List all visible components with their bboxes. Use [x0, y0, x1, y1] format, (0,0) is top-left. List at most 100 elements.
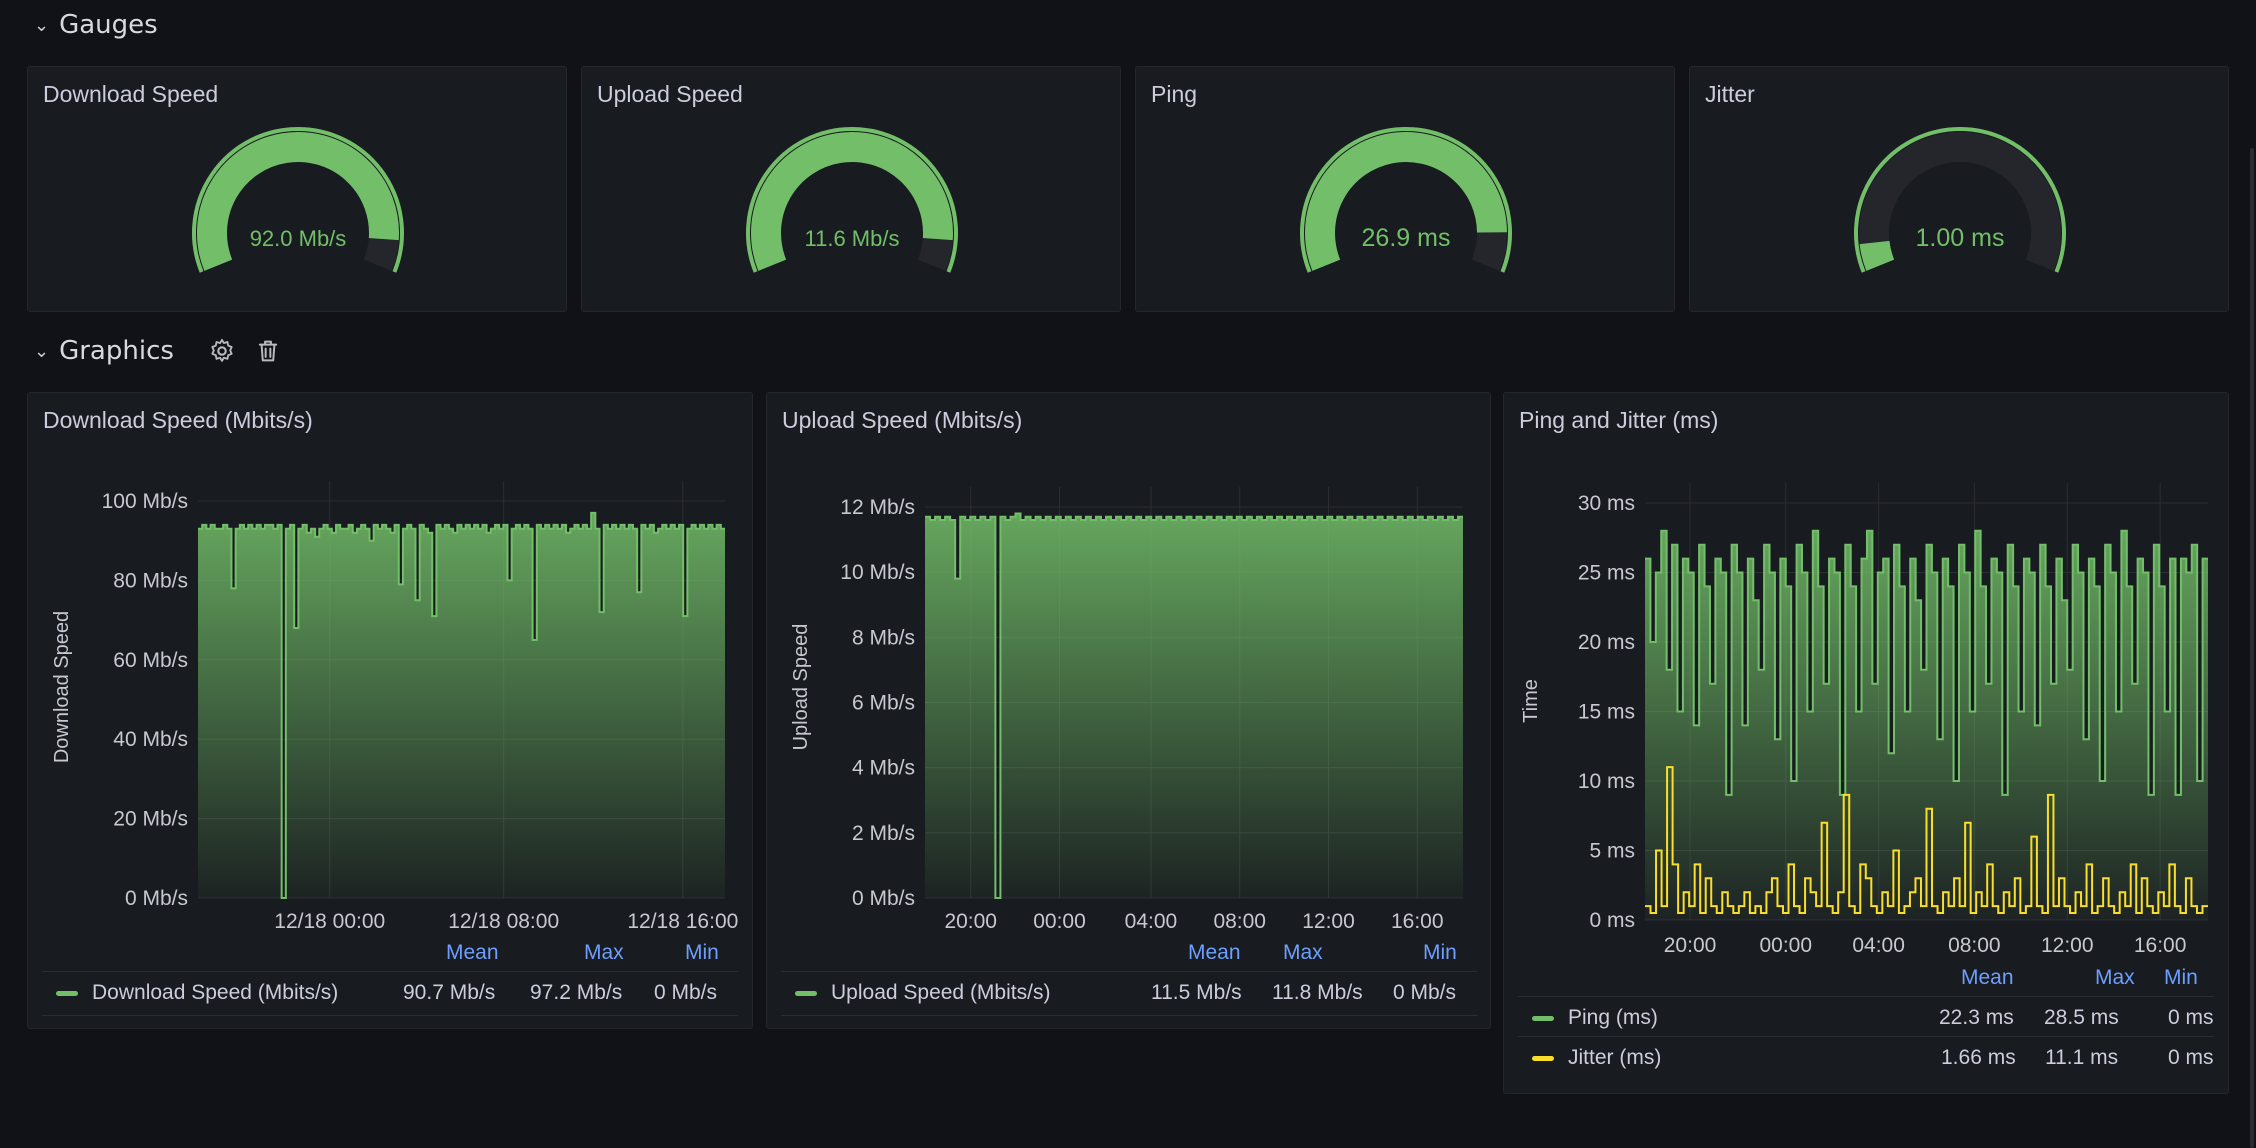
series-line [1645, 766, 2208, 915]
legend-header-min[interactable]: Min [1423, 941, 1457, 964]
gauge-value: 1.00 ms [1916, 224, 2005, 252]
legend-divider [1518, 1036, 2214, 1037]
y-tick-label: 10 Mb/s [840, 561, 915, 584]
gauge: 1.00 ms [1854, 127, 2066, 273]
series-line [1645, 529, 2208, 796]
legend-header-mean[interactable]: Mean [446, 941, 499, 964]
series-swatch [1532, 1055, 1554, 1061]
y-tick-label: 8 Mb/s [852, 626, 915, 649]
gauge-threshold-arc [192, 127, 404, 273]
legend-min-value: 0 ms [2168, 1006, 2214, 1029]
scrollbar[interactable] [2250, 148, 2254, 1148]
series-swatch [1532, 1015, 1554, 1021]
legend-item[interactable]: Download Speed (Mbits/s) [56, 981, 338, 1005]
x-tick-label: 20:00 [1664, 934, 1717, 957]
legend: Mean Max Min Download Speed (Mbits/s) 90… [28, 393, 754, 1030]
legend-divider [781, 971, 1477, 972]
gauge-panel-ping[interactable]: Ping 26.9 ms [1135, 66, 1675, 312]
gauge-track [1859, 132, 2061, 271]
legend-header-min[interactable]: Min [2164, 966, 2198, 989]
chart-panel-upload[interactable]: Upload Speed (Mbits/s) 0 Mb/s 2 Mb/s 4 Mb/… [766, 392, 1491, 1029]
legend-divider [42, 1015, 738, 1016]
panel-title: Ping [1151, 81, 1198, 107]
gear-icon[interactable] [208, 337, 236, 365]
x-tick-label: 08:00 [1948, 934, 2001, 957]
trash-icon[interactable] [254, 337, 282, 365]
legend-header-max[interactable]: Max [1283, 941, 1323, 964]
x-tick-label: 12/18 00:00 [274, 910, 385, 933]
gauge-threshold-arc [1854, 127, 2066, 273]
y-tick-label: 2 Mb/s [852, 822, 915, 845]
row-header-graphics[interactable]: ⌄ Graphics [34, 336, 282, 366]
chevron-down-icon: ⌄ [34, 14, 50, 36]
legend-mean-value: 22.3 ms [1939, 1006, 2014, 1029]
gauge-value-arc [751, 132, 953, 271]
download-chart: 0 Mb/s 20 Mb/s 40 Mb/s 60 Mb/s 80 Mb/s 100 Mb… [51, 481, 738, 933]
y-tick-label: 100 Mb/s [102, 490, 188, 513]
y-tick-label: 0 Mb/s [852, 887, 915, 910]
y-tick-label: 12 Mb/s [840, 496, 915, 519]
gauge: 92.0 Mb/s [192, 127, 404, 273]
row-title: Gauges [59, 10, 158, 40]
legend-mean-value: 90.7 Mb/s [403, 981, 496, 1004]
gauge-panel-jitter[interactable]: Jitter 1.00 ms [1689, 66, 2229, 312]
ping-jitter-chart: 0 ms 5 ms 10 ms 15 ms 20 ms 25 ms 30 ms 20:00 00… [1520, 483, 2208, 957]
panel-title: Download Speed (Mbits/s) [43, 407, 313, 433]
y-tick-label: 20 ms [1578, 631, 1635, 654]
chart-panel-ping-jitter[interactable]: Ping and Jitter (ms) 0 ms 5 ms 10 ms 15 ms 2… [1503, 392, 2229, 1094]
gauge-threshold-arc [746, 127, 958, 273]
y-tick-label: 80 Mb/s [113, 569, 188, 592]
x-tick-label: 04:00 [1852, 934, 1905, 957]
y-axis-label: Upload Speed [790, 624, 812, 751]
legend-max-value: 97.2 Mb/s [530, 981, 623, 1004]
gauge-value-arc [197, 132, 399, 271]
series-swatch [795, 990, 817, 996]
legend: Mean Max Min Ping (ms) 22.3 ms 28.5 ms 0… [1504, 393, 2230, 1095]
series-swatch [56, 990, 78, 996]
gauge-value: 92.0 Mb/s [250, 226, 347, 251]
legend-series-name: Jitter (ms) [1568, 1046, 1662, 1069]
y-axis-label: Time [1520, 679, 1542, 723]
x-tick-label: 12/18 16:00 [627, 910, 738, 933]
legend-max-value: 11.8 Mb/s [1272, 981, 1363, 1004]
panel-title: Download Speed [43, 81, 219, 107]
legend-item[interactable]: Jitter (ms) [1532, 1046, 1661, 1070]
y-axis-label: Download Speed [51, 611, 73, 763]
legend-header-min[interactable]: Min [685, 941, 719, 964]
x-tick-label: 12:00 [2041, 934, 2094, 957]
legend-divider [42, 971, 738, 972]
x-tick-label: 00:00 [1033, 910, 1086, 933]
legend-header-max[interactable]: Max [584, 941, 624, 964]
legend-divider [1518, 996, 2214, 997]
legend-item[interactable]: Ping (ms) [1532, 1006, 1658, 1030]
panel-title: Jitter [1705, 81, 1755, 107]
series-line [925, 512, 1463, 899]
gauge-value-arc [1305, 132, 1507, 271]
y-tick-label: 60 Mb/s [113, 649, 188, 672]
panel-title: Upload Speed (Mbits/s) [782, 407, 1023, 433]
gauge-value: 26.9 ms [1362, 224, 1451, 252]
legend-mean-value: 11.5 Mb/s [1151, 981, 1242, 1004]
x-tick-label: 04:00 [1125, 910, 1178, 933]
y-tick-label: 15 ms [1578, 701, 1635, 724]
legend-header-max[interactable]: Max [2095, 966, 2135, 989]
gauge: 26.9 ms [1300, 127, 1512, 273]
gauge-panel-download[interactable]: Download Speed 92.0 Mb/s [27, 66, 567, 312]
y-tick-label: 40 Mb/s [113, 728, 188, 751]
chevron-down-icon: ⌄ [34, 340, 50, 362]
y-tick-label: 5 ms [1589, 840, 1635, 863]
legend-header-mean[interactable]: Mean [1961, 966, 2014, 989]
panel-title: Upload Speed [597, 81, 743, 107]
x-tick-label: 12:00 [1302, 910, 1355, 933]
y-tick-label: 25 ms [1578, 562, 1635, 585]
legend-item[interactable]: Upload Speed (Mbits/s) [795, 981, 1050, 1005]
legend-series-name: Ping (ms) [1568, 1006, 1658, 1029]
chart-panel-download[interactable]: Download Speed (Mbits/s) 0 Mb/s 20 Mb/s 40… [27, 392, 753, 1029]
gauge-value-arc [1859, 240, 1895, 271]
series-area [925, 513, 1463, 898]
series-line [198, 511, 725, 899]
legend-header-mean[interactable]: Mean [1188, 941, 1241, 964]
row-header-gauges[interactable]: ⌄ Gauges [34, 10, 158, 40]
gauge-panel-upload[interactable]: Upload Speed 11.6 Mb/s [581, 66, 1121, 312]
gauge: 11.6 Mb/s [746, 127, 958, 273]
